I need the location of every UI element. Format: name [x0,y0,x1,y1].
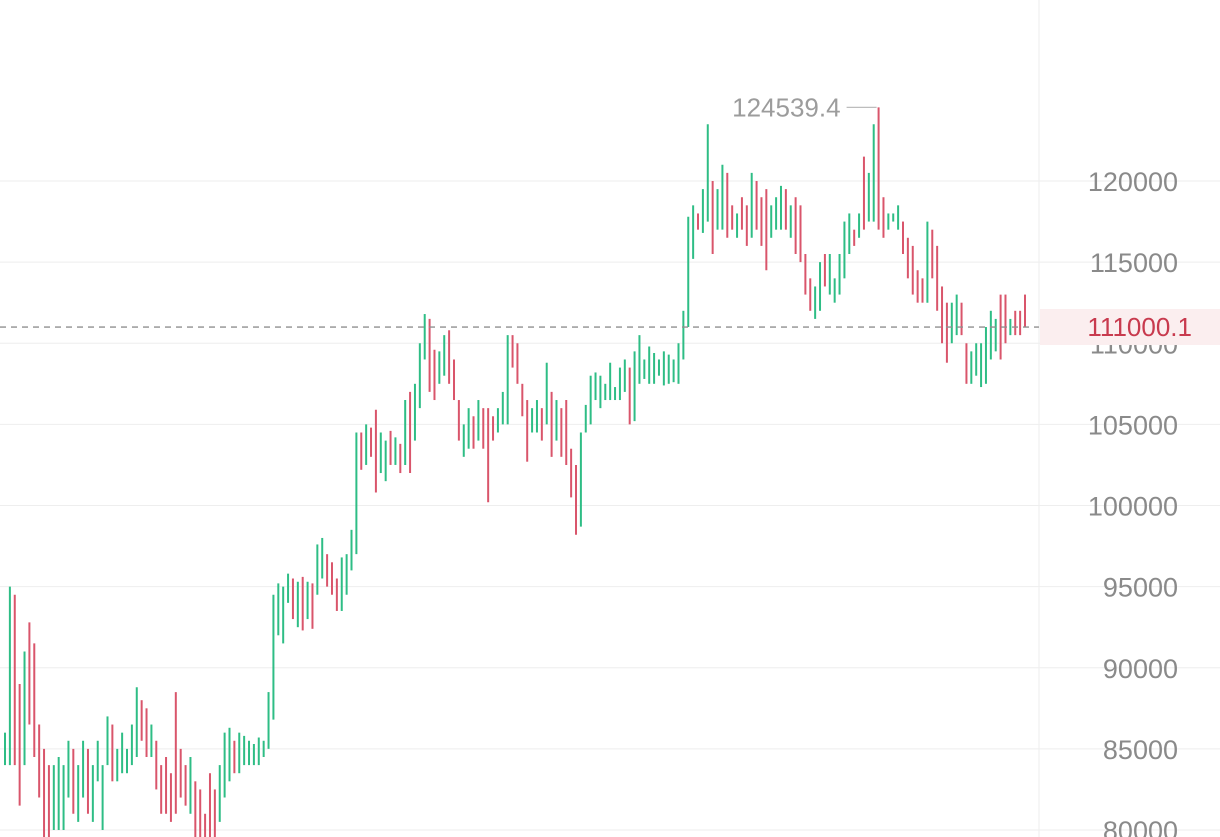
y-tick-label: 105000 [1088,410,1178,440]
y-tick-label: 85000 [1103,735,1178,765]
y-tick-label: 100000 [1088,492,1178,522]
y-tick-label: 120000 [1088,167,1178,197]
peak-price-label: 124539.4 [732,92,840,122]
price-axis: 8000085000900009500010000010500011000011… [1088,167,1178,837]
gridlines [0,180,1220,831]
current-price-label: 111000.1 [1087,312,1192,342]
y-tick-label: 115000 [1090,248,1178,278]
current-price-indicator: 111000.1 [0,309,1220,346]
y-tick-label: 80000 [1103,816,1178,837]
current-price-label-background [1040,309,1220,346]
y-tick-label: 95000 [1103,573,1178,603]
y-tick-label: 90000 [1103,654,1178,684]
peak-marker: 124539.4 [732,92,877,122]
ohlc-bars [4,107,1026,837]
